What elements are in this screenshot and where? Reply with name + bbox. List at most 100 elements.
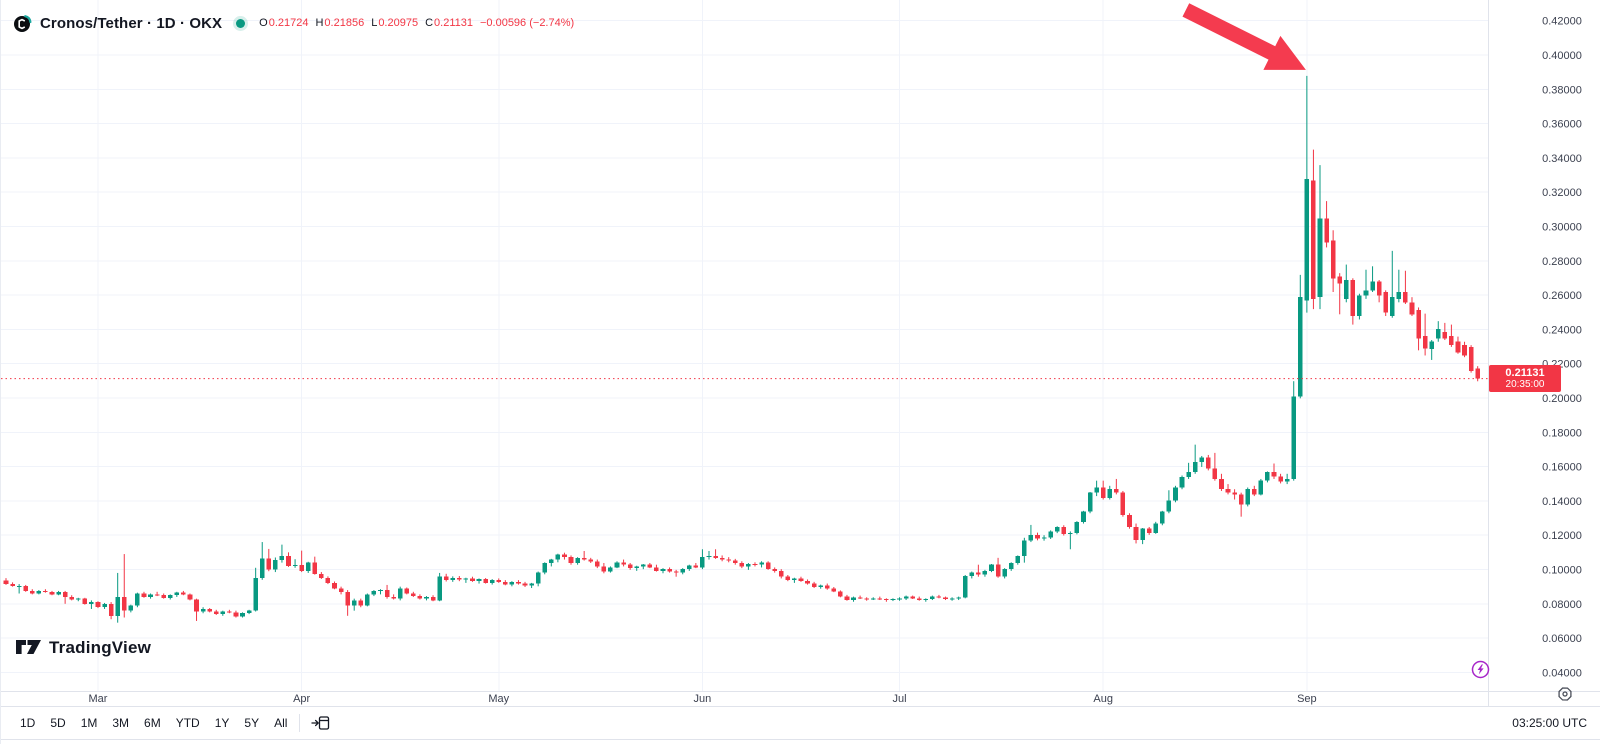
candle-body[interactable] [167, 595, 173, 598]
candle-body[interactable] [1173, 487, 1178, 501]
candle-body[interactable] [305, 562, 311, 572]
candle-body[interactable] [562, 554, 567, 558]
candle-body[interactable] [897, 598, 902, 600]
candle-body[interactable] [1074, 521, 1080, 534]
candle-body[interactable] [838, 591, 843, 597]
candle-body[interactable] [640, 564, 646, 567]
candle-body[interactable] [437, 576, 442, 601]
candle-body[interactable] [338, 588, 344, 592]
candle-body[interactable] [345, 591, 350, 606]
candle-body[interactable] [588, 559, 594, 562]
candle-body[interactable] [1114, 489, 1119, 493]
range-button-5y[interactable]: 5Y [244, 716, 260, 730]
price-axis-label[interactable]: 0.42000 [1542, 16, 1582, 28]
candle-body[interactable] [785, 576, 791, 581]
candle-body[interactable] [1094, 487, 1099, 493]
range-button-6m[interactable]: 6M [144, 716, 161, 730]
candle-body[interactable] [233, 612, 239, 617]
candle-body[interactable] [174, 592, 180, 596]
candle-body[interactable] [916, 598, 922, 601]
candle-body[interactable] [141, 593, 147, 597]
candle-body[interactable] [1206, 457, 1211, 469]
candle-body[interactable] [1403, 292, 1408, 303]
time-axis-label[interactable]: Jun [694, 693, 712, 705]
timezone-clock[interactable]: 03:25:00 UTC [1512, 716, 1587, 730]
candle-body[interactable] [713, 556, 718, 558]
candle-body[interactable] [1068, 533, 1073, 535]
candle-body[interactable] [1107, 489, 1113, 498]
market-status-dot[interactable] [236, 18, 246, 28]
candle-body[interactable] [397, 588, 403, 599]
candle-body[interactable] [56, 591, 61, 595]
candle-body[interactable] [36, 590, 42, 594]
price-axis-label[interactable]: 0.20000 [1542, 393, 1582, 405]
candle-body[interactable] [457, 578, 462, 580]
candle-body[interactable] [470, 578, 475, 582]
candle-body[interactable] [660, 569, 666, 571]
candle-body[interactable] [135, 593, 140, 606]
candle-body[interactable] [1219, 478, 1224, 490]
candle-body[interactable] [746, 564, 751, 567]
candle-body[interactable] [1343, 280, 1349, 299]
price-axis-label[interactable]: 0.08000 [1542, 599, 1582, 611]
candle-body[interactable] [43, 590, 48, 592]
candle-body[interactable] [568, 557, 574, 563]
candle-body[interactable] [358, 600, 364, 606]
candle-body[interactable] [930, 596, 935, 599]
candle-body[interactable] [529, 583, 534, 586]
candle-body[interactable] [798, 578, 804, 582]
candle-body[interactable] [719, 557, 725, 560]
annotation-arrow[interactable] [1182, 3, 1306, 70]
candle-body[interactable] [319, 573, 324, 579]
candle-body[interactable] [844, 596, 850, 601]
candle-body[interactable] [1324, 218, 1329, 243]
candle-body[interactable] [1455, 341, 1461, 353]
candle-body[interactable] [1376, 281, 1382, 296]
candle-body[interactable] [614, 562, 620, 568]
candle-body[interactable] [1022, 540, 1027, 557]
candle-body[interactable] [430, 596, 436, 601]
time-axis-label[interactable]: Mar [89, 693, 108, 705]
candle-body[interactable] [1429, 341, 1434, 350]
candle-body[interactable] [516, 581, 521, 584]
candle-body[interactable] [1297, 297, 1303, 397]
candle-body[interactable] [1304, 178, 1310, 301]
candle-body[interactable] [976, 572, 981, 575]
candle-body[interactable] [1048, 531, 1053, 538]
range-button-1d[interactable]: 1D [20, 716, 36, 730]
candle-body[interactable] [1357, 295, 1362, 317]
price-axis-label[interactable]: 0.40000 [1542, 50, 1582, 62]
candle-body[interactable] [1468, 346, 1474, 371]
price-axis-label[interactable]: 0.34000 [1542, 153, 1582, 165]
candle-body[interactable] [1278, 476, 1283, 482]
candle-body[interactable] [62, 591, 68, 597]
candle-body[interactable] [923, 598, 929, 601]
candle-body[interactable] [1238, 494, 1244, 505]
candle-body[interactable] [1245, 489, 1251, 505]
candle-body[interactable] [128, 605, 134, 611]
candle-body[interactable] [759, 562, 764, 565]
time-axis-label[interactable]: May [488, 693, 509, 705]
candle-body[interactable] [1120, 492, 1126, 515]
candle-body[interactable] [1422, 335, 1428, 349]
candle-body[interactable] [220, 611, 226, 615]
candle-body[interactable] [936, 596, 942, 598]
candle-body[interactable] [890, 598, 896, 601]
candle-body[interactable] [227, 611, 232, 613]
candle-body[interactable] [1166, 500, 1172, 512]
candle-body[interactable] [1160, 511, 1165, 524]
candle-body[interactable] [1416, 310, 1421, 339]
price-axis-label[interactable]: 0.06000 [1542, 633, 1582, 645]
price-axis-label[interactable]: 0.04000 [1542, 667, 1582, 679]
range-button-1m[interactable]: 1M [80, 716, 98, 730]
candle-body[interactable] [246, 610, 252, 614]
candle-body[interactable] [69, 596, 74, 600]
candle-body[interactable] [1199, 457, 1205, 462]
candle-body[interactable] [154, 594, 160, 596]
range-button-ytd[interactable]: YTD [175, 716, 200, 730]
tradingview-attribution[interactable]: TradingView [15, 637, 151, 658]
price-axis-label[interactable]: 0.10000 [1542, 565, 1582, 577]
candle-body[interactable] [634, 566, 640, 569]
candle-body[interactable] [82, 598, 88, 604]
candle-body[interactable] [371, 590, 377, 595]
